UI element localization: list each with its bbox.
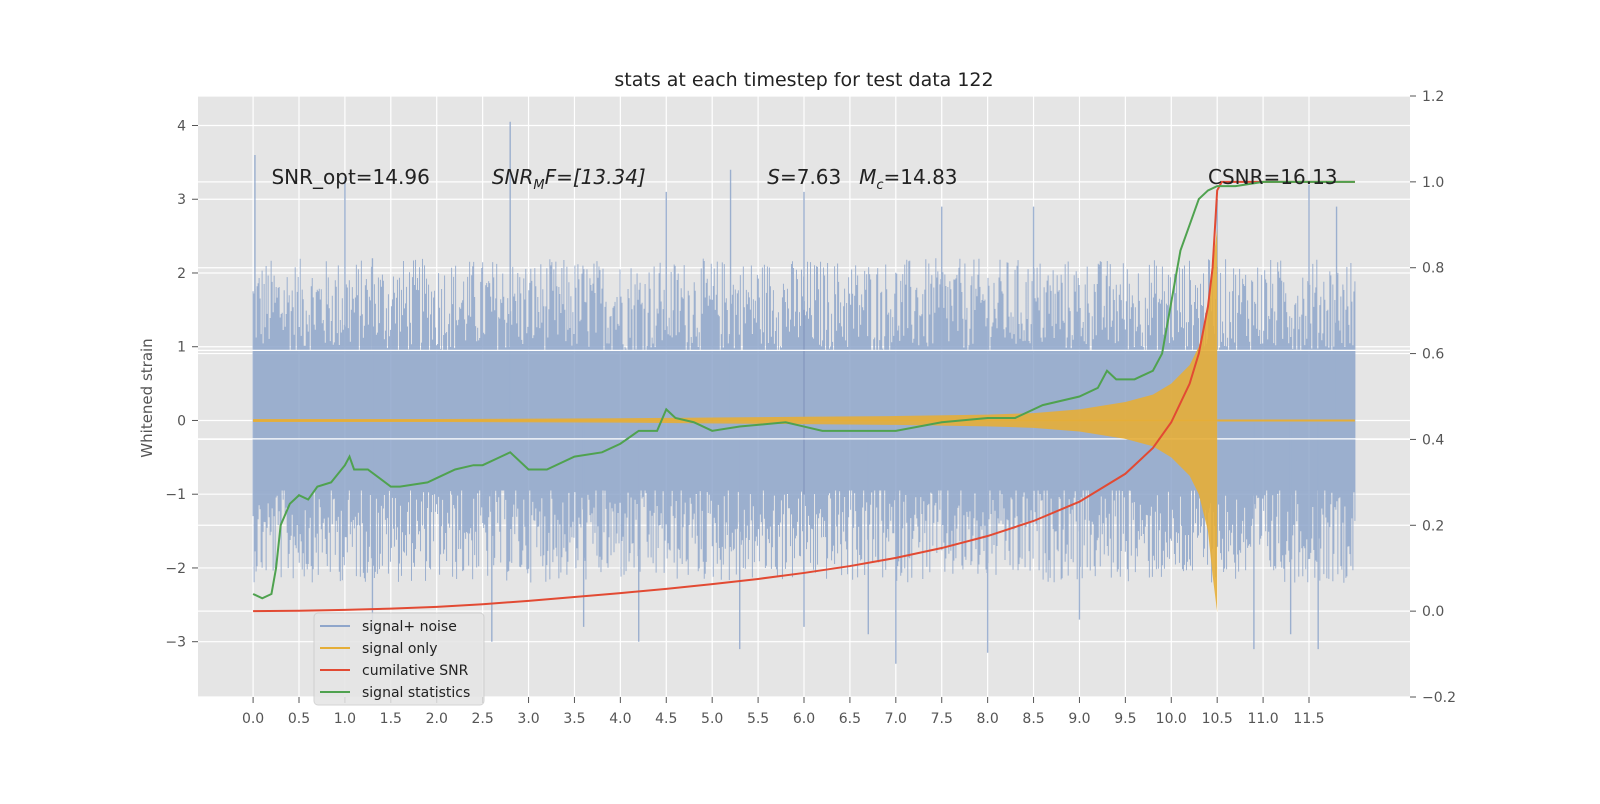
annotation: SNRMF=[13.34] — [492, 165, 646, 193]
x-tick-label: 0.0 — [242, 711, 264, 727]
y-tick-label: 3 — [177, 192, 186, 208]
x-tick-label: 7.5 — [931, 711, 953, 727]
y-tick-label: 2 — [177, 266, 186, 282]
y2-tick-label: 0.6 — [1422, 347, 1444, 363]
y2-tick-label: 1.2 — [1422, 89, 1444, 105]
x-tick-label: 3.5 — [563, 711, 585, 727]
x-tick-label: 0.5 — [288, 711, 310, 727]
annotation: S=7.63 — [767, 165, 841, 189]
y-tick-label: 1 — [177, 340, 186, 356]
x-tick-label: 1.0 — [334, 711, 356, 727]
x-tick-label: 6.5 — [839, 711, 861, 727]
y-tick-label: −3 — [165, 635, 186, 651]
annotation: Mc=14.83 — [859, 165, 957, 193]
x-tick-label: 10.0 — [1156, 711, 1187, 727]
x-tick-label: 2.0 — [426, 711, 448, 727]
y2-tick-label: −0.2 — [1422, 690, 1456, 706]
x-tick-label: 3.0 — [517, 711, 539, 727]
x-tick-label: 11.5 — [1293, 711, 1324, 727]
x-tick-label: 5.5 — [747, 711, 769, 727]
x-tick-label: 1.5 — [380, 711, 402, 727]
legend-box — [313, 612, 485, 706]
x-tick-label: 7.0 — [885, 711, 907, 727]
x-tick-label: 2.5 — [472, 711, 494, 727]
y2-tick-label: 0.8 — [1422, 261, 1444, 277]
y2-tick-label: 0.0 — [1422, 604, 1444, 620]
series-signal-statistics — [252, 180, 1355, 600]
series-cumulative-snr — [253, 180, 1355, 613]
legend-label: signal statistics — [362, 685, 470, 701]
annotation: CSNR=16.13 — [1208, 165, 1338, 189]
x-tick-label: 6.0 — [793, 711, 815, 727]
legend: signal+ noise signal only cumilative SNR si… — [313, 612, 485, 706]
x-tick-label: 9.5 — [1114, 711, 1136, 727]
x-tick-label: 4.5 — [655, 711, 677, 727]
y2-tick-label: 0.2 — [1422, 518, 1444, 534]
x-tick-label: 4.0 — [609, 711, 631, 727]
x-tick-label: 8.0 — [977, 711, 999, 727]
noise-spikes — [254, 121, 1338, 664]
y2-tick-label: 0.4 — [1422, 432, 1444, 448]
y-axis-label: Whitened strain — [138, 338, 156, 457]
legend-label: signal+ noise — [362, 619, 457, 635]
x-tick-label: 10.5 — [1202, 711, 1233, 727]
x-tick-label: 8.5 — [1022, 711, 1044, 727]
legend-label: signal only — [362, 641, 437, 657]
x-tick-label: 11.0 — [1248, 711, 1279, 727]
annotation: SNR_opt=14.96 — [271, 165, 429, 189]
y2-tick-label: 1.0 — [1422, 175, 1444, 191]
x-tick-label: 9.0 — [1068, 711, 1090, 727]
y-tick-label: 4 — [177, 118, 186, 134]
x-tick-label: 5.0 — [701, 711, 723, 727]
y-tick-label: −1 — [165, 487, 186, 503]
y-tick-label: 0 — [177, 413, 186, 429]
y-tick-label: −2 — [165, 561, 186, 577]
chart-title: stats at each timestep for test data 122 — [614, 69, 993, 91]
legend-label: cumilative SNR — [362, 663, 469, 679]
